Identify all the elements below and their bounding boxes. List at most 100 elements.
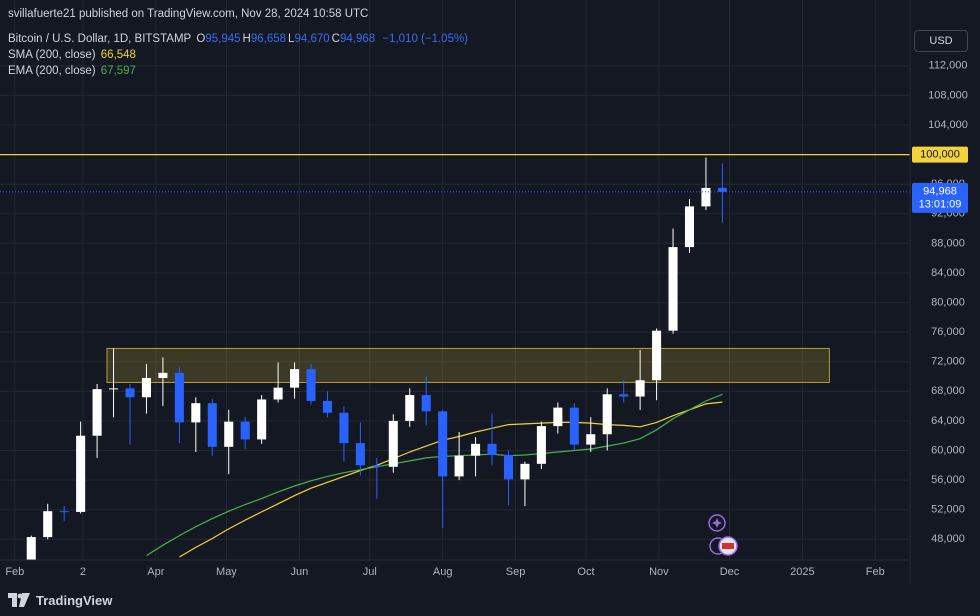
y-tick-label: 88,000 bbox=[931, 237, 965, 249]
x-tick-label: Feb bbox=[866, 566, 885, 578]
y-tick-label: 52,000 bbox=[931, 504, 965, 516]
candle-body bbox=[388, 420, 398, 467]
ohlc-value: 94,968 bbox=[339, 33, 376, 45]
icons bbox=[708, 514, 738, 556]
ohlc-key: O bbox=[196, 33, 206, 45]
candle-body bbox=[322, 400, 332, 413]
candle-body bbox=[652, 330, 662, 381]
y-tick-label: 76,000 bbox=[931, 326, 965, 338]
candle-body bbox=[454, 455, 464, 477]
candle-body bbox=[43, 511, 53, 538]
y-tick-label: 84,000 bbox=[931, 267, 965, 279]
candle-body bbox=[306, 369, 316, 401]
currency-button[interactable]: USD bbox=[914, 30, 968, 52]
candle-body bbox=[717, 187, 727, 192]
ohlc-value: 94,670 bbox=[294, 33, 330, 45]
candle-body bbox=[339, 412, 349, 444]
last-price-tag bbox=[912, 182, 968, 213]
sma-line: SMA (200, close) 66,548 bbox=[8, 49, 138, 61]
candle-body bbox=[207, 403, 217, 447]
ohlc-value: 96,658 bbox=[250, 33, 287, 45]
candle-body bbox=[471, 443, 481, 456]
ohlc-key: C bbox=[331, 33, 340, 45]
level-tag bbox=[912, 146, 968, 163]
x-tick-label: Jul bbox=[363, 566, 377, 578]
x-tick-label: Dec bbox=[720, 566, 740, 578]
candle-body bbox=[92, 389, 102, 436]
candle-body bbox=[635, 380, 645, 397]
candle-body bbox=[191, 403, 201, 423]
ohlc: O95,945 H96,658 L94,670 C94,968 bbox=[196, 33, 377, 45]
y-tick-label: 80,000 bbox=[931, 296, 965, 308]
indicator-name: EMA (200, close) bbox=[8, 65, 96, 77]
indicator-value: 66,548 bbox=[100, 49, 136, 61]
ema-line: EMA (200, close) 67,597 bbox=[8, 65, 138, 77]
y-tick-label: 48,000 bbox=[931, 533, 965, 545]
y-tick-label: 68,000 bbox=[931, 385, 965, 397]
y-tick-label: 104,000 bbox=[928, 119, 968, 131]
x-tick-label: Feb bbox=[5, 566, 24, 578]
background bbox=[0, 0, 980, 584]
candle-body bbox=[158, 372, 168, 379]
ma-line bbox=[146, 393, 723, 557]
candle-body bbox=[520, 463, 530, 480]
x-tick-label: Jun bbox=[290, 566, 308, 578]
candle-body bbox=[586, 434, 596, 445]
ma-line bbox=[179, 401, 723, 558]
y-tick-label: 60,000 bbox=[931, 444, 965, 456]
symbol: Bitcoin / U.S. Dollar, 1D, BITSTAMP bbox=[8, 33, 192, 45]
y-tick-label: 64,000 bbox=[931, 415, 965, 427]
candle-body bbox=[503, 454, 514, 480]
ohlc-key: L bbox=[288, 33, 295, 45]
footer: TradingView bbox=[0, 584, 980, 616]
candle-body bbox=[405, 395, 415, 421]
candle-body bbox=[224, 421, 234, 447]
candle-body bbox=[257, 399, 267, 440]
y-tick-label: 72,000 bbox=[931, 356, 965, 368]
x-tick-label: Sep bbox=[506, 566, 526, 578]
zone bbox=[106, 347, 830, 383]
x-tick-label: 2 bbox=[80, 566, 86, 578]
candle-body bbox=[109, 388, 119, 390]
chart: 48,000 52,000 56,000 60,000 64,000 68,000 72,0… bbox=[0, 0, 980, 584]
published-line: svillafuerte21 published on TradingView.… bbox=[8, 8, 369, 20]
candle-body bbox=[619, 394, 629, 397]
ohlc-value: 95,945 bbox=[205, 33, 241, 45]
price-axis: 48,000 52,000 56,000 60,000 64,000 68,000 72,0… bbox=[912, 60, 968, 545]
symbol-line: Bitcoin / U.S. Dollar, 1D, BITSTAMP O95,… bbox=[8, 33, 470, 45]
candle-body bbox=[421, 395, 431, 412]
plot-area bbox=[0, 154, 910, 560]
candle-body bbox=[536, 426, 546, 464]
x-tick-label: Aug bbox=[433, 566, 453, 578]
x-tick-label: May bbox=[216, 566, 237, 578]
x-tick-label: Nov bbox=[649, 566, 669, 578]
ohlc-key: H bbox=[242, 33, 251, 45]
candle-body bbox=[569, 407, 579, 445]
brand: TradingView bbox=[36, 592, 113, 608]
indicator-name: SMA (200, close) bbox=[8, 49, 96, 61]
candle-body bbox=[273, 387, 283, 400]
candle-body bbox=[26, 537, 36, 560]
candle-body bbox=[290, 369, 300, 388]
candle-body bbox=[684, 206, 695, 248]
y-tick-label: 112,000 bbox=[929, 60, 968, 72]
candle-body bbox=[125, 388, 135, 398]
candle-body bbox=[701, 187, 711, 207]
candle-body bbox=[355, 443, 365, 466]
logo bbox=[8, 593, 30, 607]
x-tick-label: Oct bbox=[577, 566, 594, 578]
candle-body bbox=[438, 411, 448, 477]
level-label: 100,000 bbox=[920, 149, 960, 161]
event-icon[interactable] bbox=[708, 514, 726, 532]
candle-body bbox=[76, 435, 86, 512]
candle-body bbox=[602, 394, 612, 435]
candle-body bbox=[174, 372, 184, 423]
x-tick-label: 2025 bbox=[790, 566, 814, 578]
candle-body bbox=[240, 421, 250, 440]
flag-stripes bbox=[722, 543, 734, 549]
countdown: 13:01:09 bbox=[919, 199, 962, 211]
candle-body bbox=[59, 511, 69, 513]
y-tick-label: 56,000 bbox=[931, 474, 965, 486]
candle-body bbox=[487, 443, 497, 455]
